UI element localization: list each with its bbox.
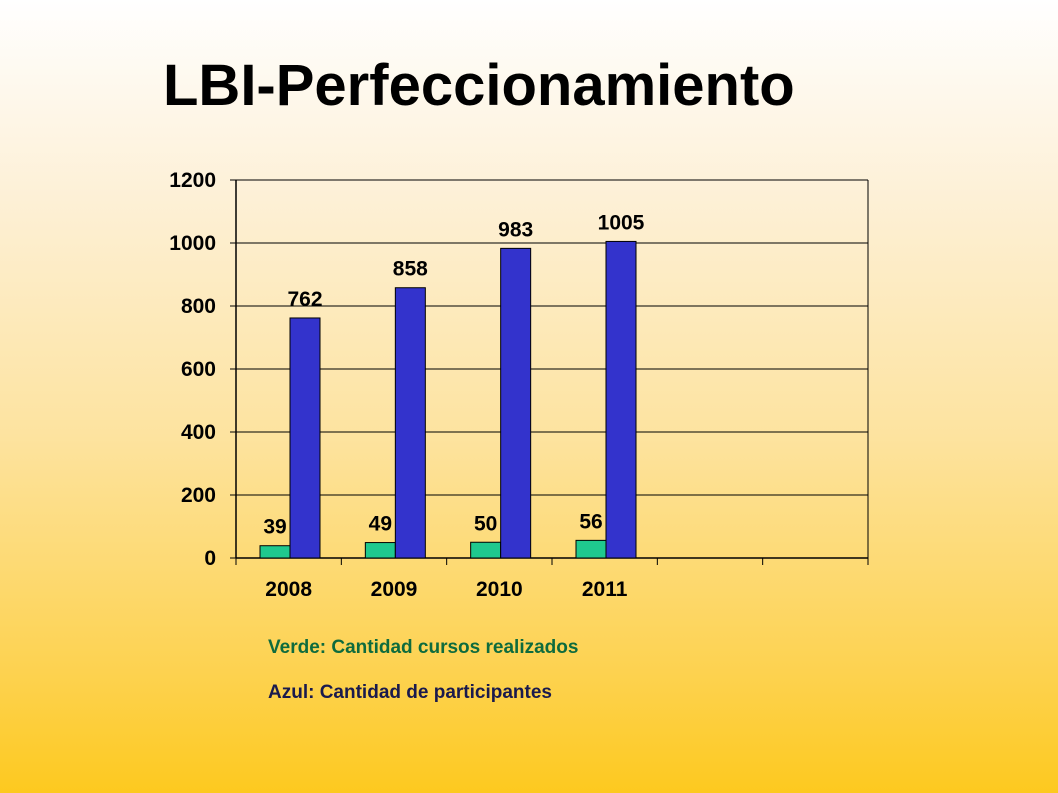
bar-blue-2011 (605, 240, 637, 559)
x-tick-label-2009: 2009 (371, 578, 418, 601)
bar-blue-2010 (500, 247, 532, 559)
data-label-blue-2010: 983 (498, 218, 533, 241)
y-tick-label-400: 400 (181, 421, 216, 444)
y-tick-label-0: 0 (204, 547, 216, 570)
y-tick-label-800: 800 (181, 295, 216, 318)
x-tick-label-2011: 2011 (582, 578, 628, 601)
y-tick-label-600: 600 (181, 358, 216, 381)
bar-blue-2009 (394, 287, 426, 559)
legend-green-text: Verde: Cantidad cursos realizados (268, 637, 579, 658)
data-label-blue-2011: 1005 (598, 211, 645, 234)
data-label-green-2009: 49 (369, 513, 392, 536)
bar-green-2009 (364, 542, 396, 559)
x-tick-label-2010: 2010 (476, 578, 523, 601)
bar-green-2010 (470, 541, 502, 559)
y-tick-label-1200: 1200 (169, 169, 216, 192)
data-label-green-2008: 39 (263, 516, 286, 539)
data-label-green-2010: 50 (474, 512, 497, 535)
legend-blue-text: Azul: Cantidad de participantes (268, 682, 552, 703)
y-tick-label-1000: 1000 (169, 232, 216, 255)
bar-green-2011 (575, 539, 607, 559)
data-label-green-2011: 56 (579, 510, 602, 533)
bar-blue-2008 (289, 317, 321, 559)
page-title: LBI-Perfeccionamiento (163, 53, 795, 118)
y-tick-label-200: 200 (181, 484, 216, 507)
data-label-blue-2009: 858 (393, 258, 428, 281)
x-tick-label-2008: 2008 (265, 578, 312, 601)
bar-green-2008 (259, 545, 291, 559)
data-label-blue-2008: 762 (287, 288, 322, 311)
